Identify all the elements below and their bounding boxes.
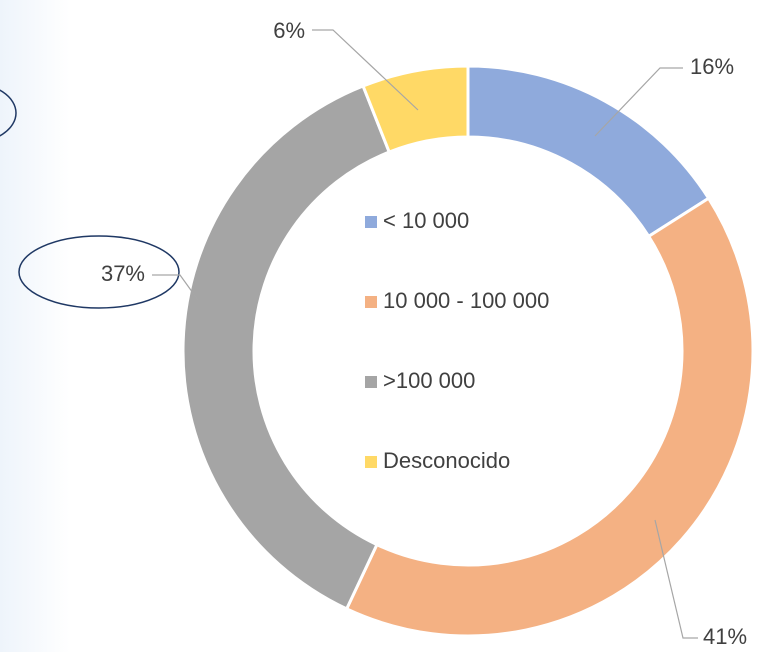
legend-label: >100 000	[383, 368, 475, 393]
leader-line	[312, 29, 419, 111]
highlight-ellipse	[0, 89, 17, 137]
donut-slice	[466, 64, 711, 239]
legend-swatch	[365, 296, 377, 308]
legend-label: 10 000 - 100 000	[383, 288, 549, 313]
leader-line	[152, 274, 199, 301]
donut-slice	[344, 196, 755, 638]
legend-swatch	[365, 376, 377, 388]
leader-line	[594, 67, 683, 137]
legend-label: Desconocido	[383, 448, 510, 473]
donut-slice	[181, 84, 392, 611]
leader-line	[654, 519, 698, 639]
highlight-ellipse	[18, 235, 180, 309]
legend-swatch	[365, 216, 377, 228]
legend-swatch	[365, 456, 377, 468]
data-label: 16%	[690, 54, 734, 79]
data-label: 6%	[273, 18, 305, 43]
legend-label: < 10 000	[383, 208, 469, 233]
data-label: 41%	[703, 624, 747, 649]
background-strip	[0, 0, 70, 652]
donut-slice	[361, 64, 470, 154]
data-label: 37%	[101, 261, 145, 286]
